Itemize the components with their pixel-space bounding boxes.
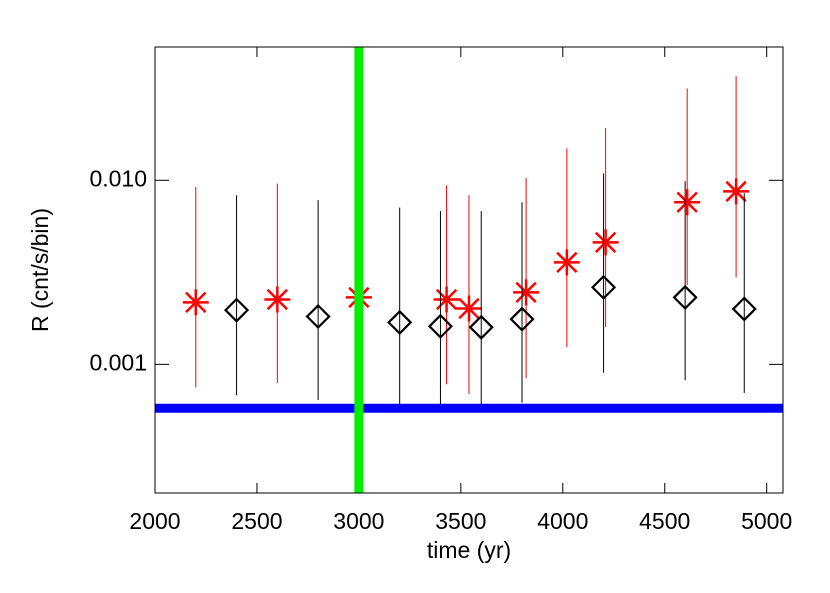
x-tick-label: 3500 — [435, 508, 486, 534]
asterisk-marker — [433, 286, 460, 313]
asterisk-marker — [456, 295, 482, 322]
x-tick-label: 5000 — [741, 508, 792, 534]
asterisk-marker — [592, 229, 619, 256]
x-tick-label: 2500 — [231, 508, 282, 534]
diamond-marker — [509, 306, 535, 332]
y-tick-label: 0.001 — [89, 349, 147, 375]
asterisk-marker — [674, 189, 701, 216]
series — [182, 76, 750, 395]
series — [224, 173, 757, 413]
diamond-marker — [468, 314, 494, 340]
asterisk-marker — [513, 279, 540, 306]
plot-frame — [154, 46, 784, 494]
diamond-marker — [731, 296, 757, 322]
diamond-marker — [591, 274, 617, 300]
diamond-marker — [672, 284, 698, 310]
x-tick-label: 4000 — [537, 508, 588, 534]
y-tick-label: 0.010 — [89, 165, 147, 191]
asterisk-marker — [553, 249, 580, 276]
diamond-marker — [427, 313, 454, 339]
diamond-marker — [224, 297, 250, 323]
x-axis-title: time (yr) — [427, 537, 511, 563]
diamond-marker — [387, 309, 413, 335]
x-tick-label: 3000 — [333, 508, 384, 534]
y-axis-title: R (cnt/s/bin) — [27, 208, 53, 332]
x-tick-label: 4500 — [639, 508, 690, 534]
diamond-marker — [305, 303, 331, 330]
asterisk-marker — [182, 289, 209, 316]
asterisk-marker — [723, 178, 750, 205]
asterisk-marker — [264, 286, 291, 313]
x-tick-label: 2000 — [129, 508, 180, 534]
